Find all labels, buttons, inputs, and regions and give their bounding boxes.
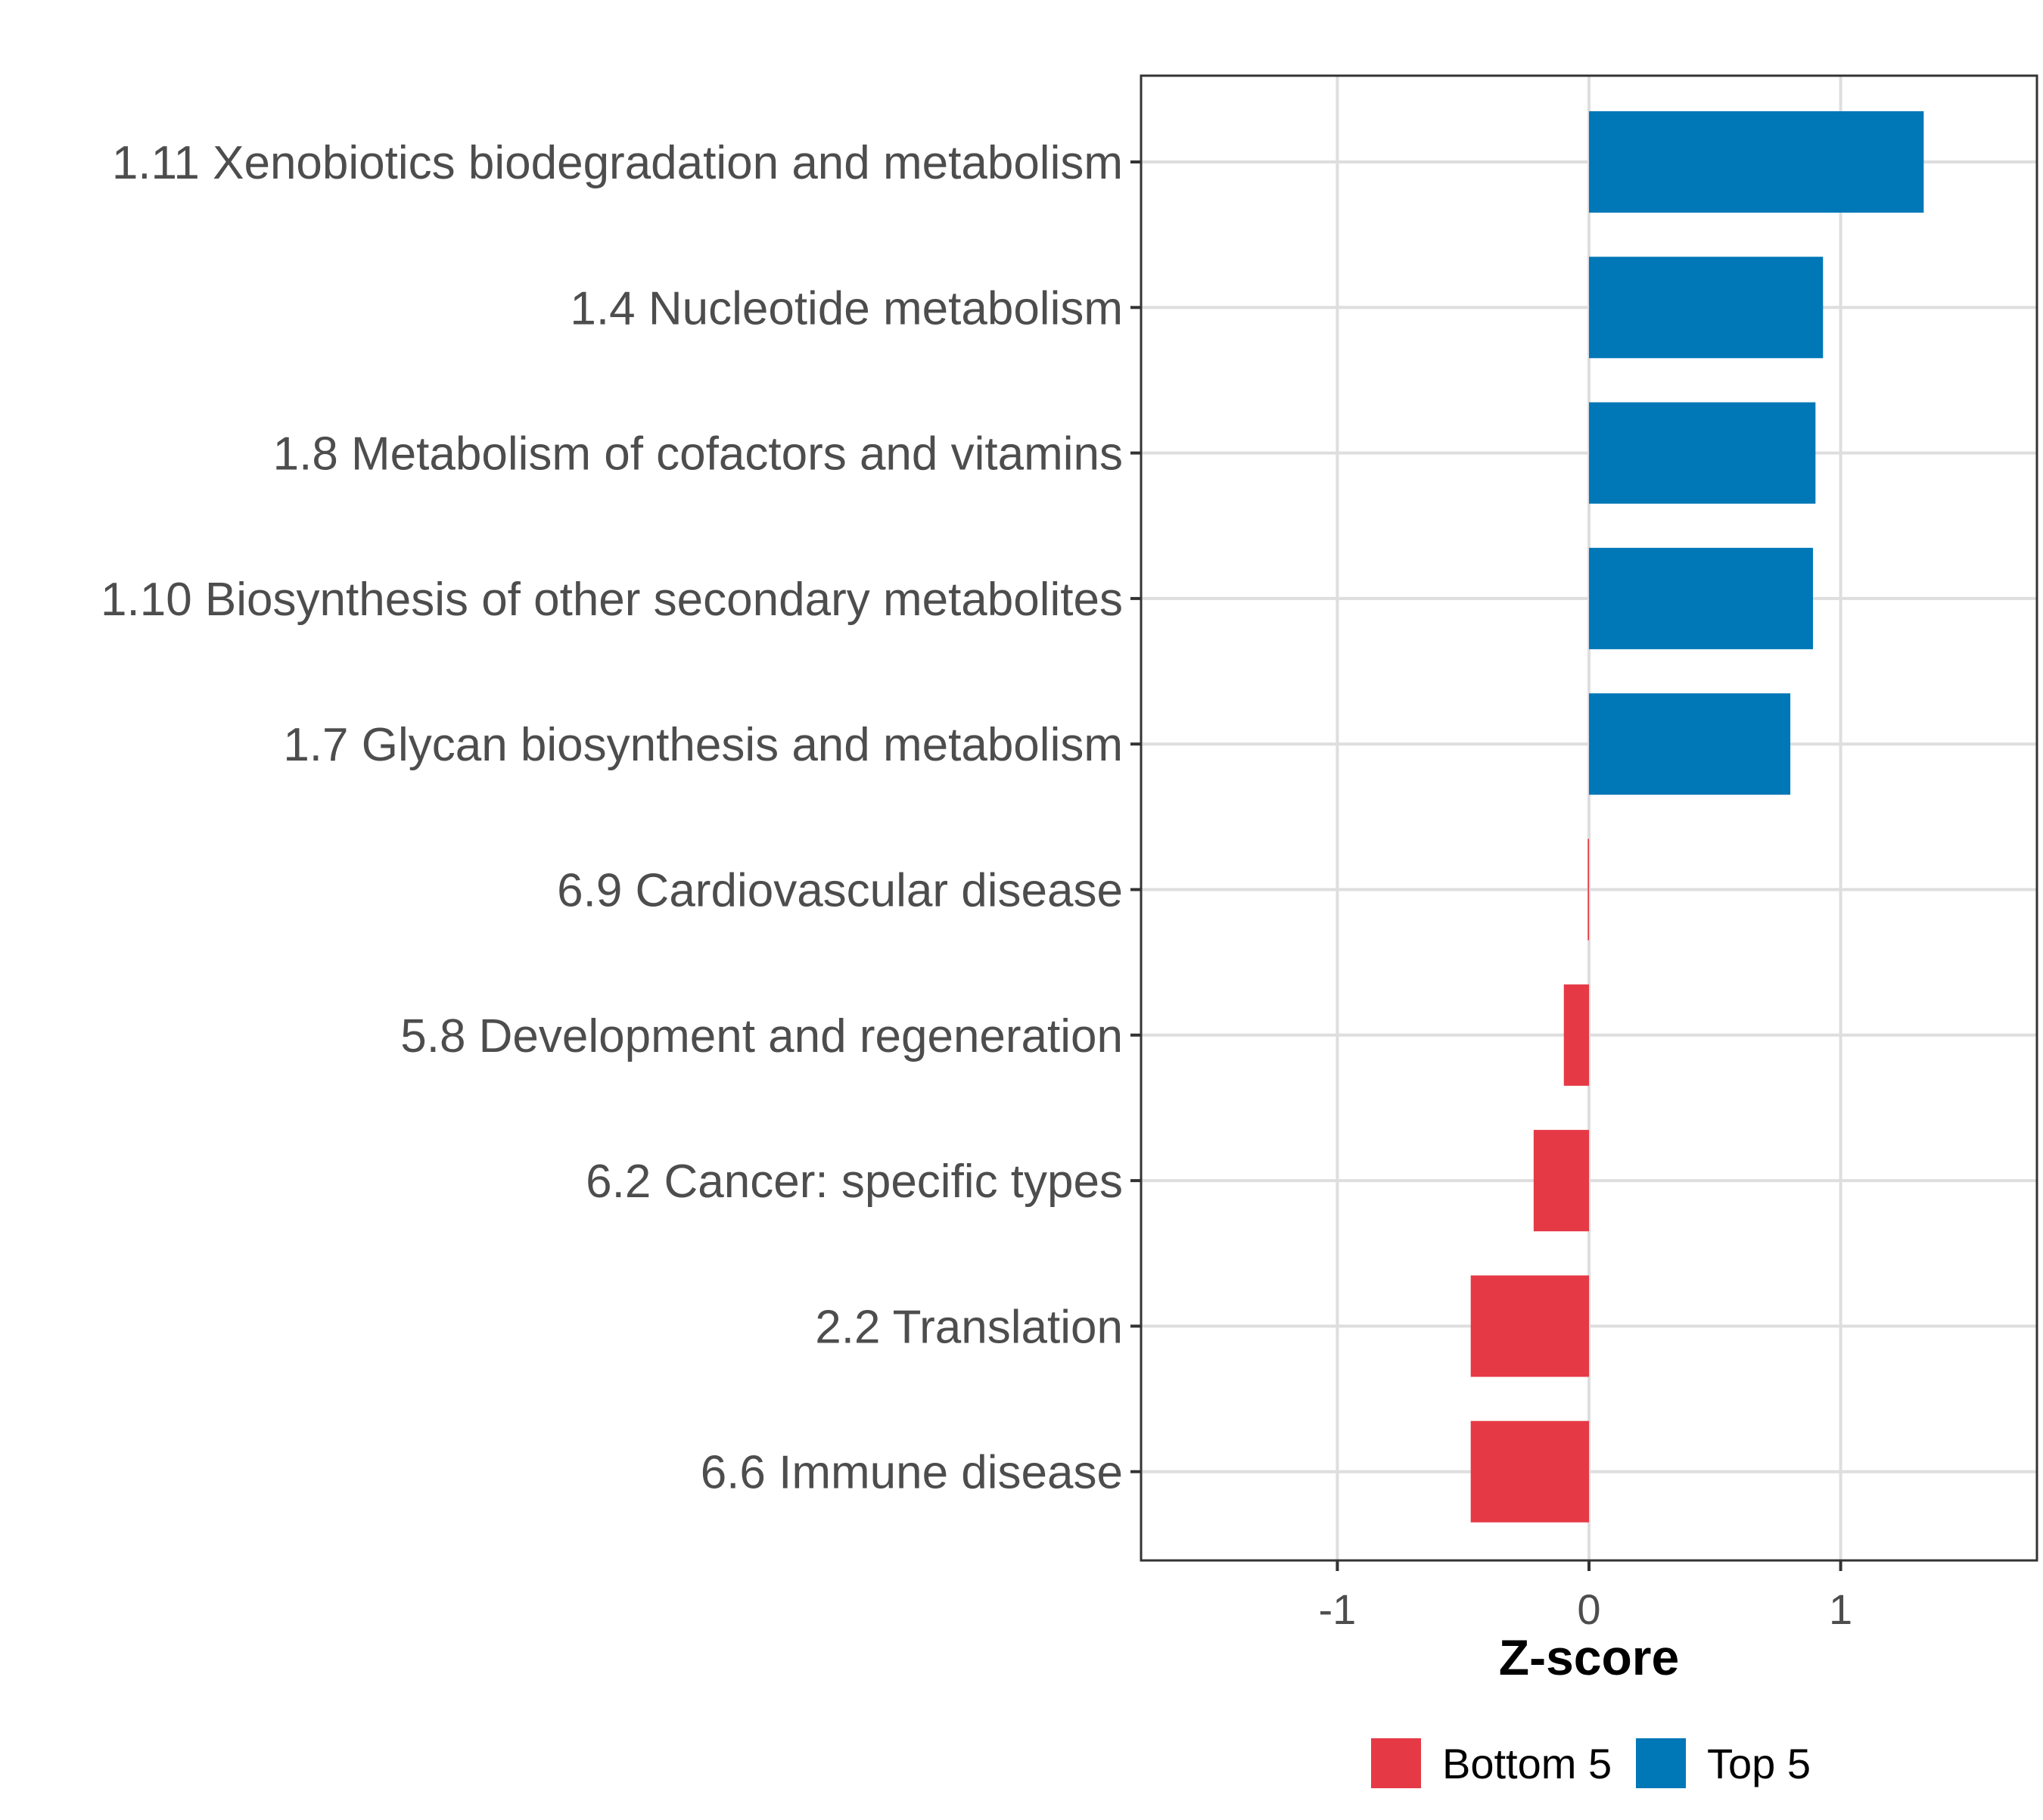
category-label: 1.8 Metabolism of cofactors and vitamins [273, 428, 1123, 481]
x-axis: -1 0 1 [1319, 1560, 1852, 1633]
category-label: 6.6 Immune disease [701, 1447, 1123, 1499]
bar [1589, 257, 1824, 359]
bar [1589, 402, 1816, 504]
bar [1533, 1130, 1589, 1232]
legend-swatch [1371, 1738, 1421, 1788]
bar [1589, 111, 1924, 213]
x-axis-title: Z-score [1499, 1629, 1679, 1685]
legend: Bottom 5 Top 5 [1371, 1738, 1811, 1788]
category-label: 1.10 Biosynthesis of other secondary met… [101, 574, 1123, 626]
legend-swatch [1636, 1738, 1686, 1788]
legend-label: Top 5 [1707, 1740, 1811, 1787]
x-tick-label: -1 [1319, 1585, 1357, 1633]
x-tick-label: 1 [1829, 1585, 1852, 1633]
category-label: 2.2 Translation [815, 1301, 1123, 1353]
bar [1470, 1275, 1589, 1377]
bar [1470, 1420, 1589, 1523]
x-tick-label: 0 [1577, 1585, 1600, 1633]
bar [1587, 838, 1589, 941]
category-label: 6.9 Cardiovascular disease [557, 865, 1123, 917]
category-label: 5.8 Development and regeneration [400, 1010, 1123, 1062]
category-label: 6.2 Cancer: specific types [586, 1156, 1123, 1208]
y-axis: 1.11 Xenobiotics biodegradation and meta… [101, 137, 1141, 1499]
bar [1589, 547, 1813, 649]
category-label: 1.11 Xenobiotics biodegradation and meta… [112, 137, 1123, 189]
category-label: 1.7 Glycan biosynthesis and metabolism [283, 719, 1123, 771]
bars-layer [1470, 111, 1924, 1523]
bar [1563, 984, 1589, 1086]
bar [1589, 693, 1791, 795]
category-label: 1.4 Nucleotide metabolism [570, 282, 1123, 334]
legend-label: Bottom 5 [1442, 1740, 1612, 1787]
